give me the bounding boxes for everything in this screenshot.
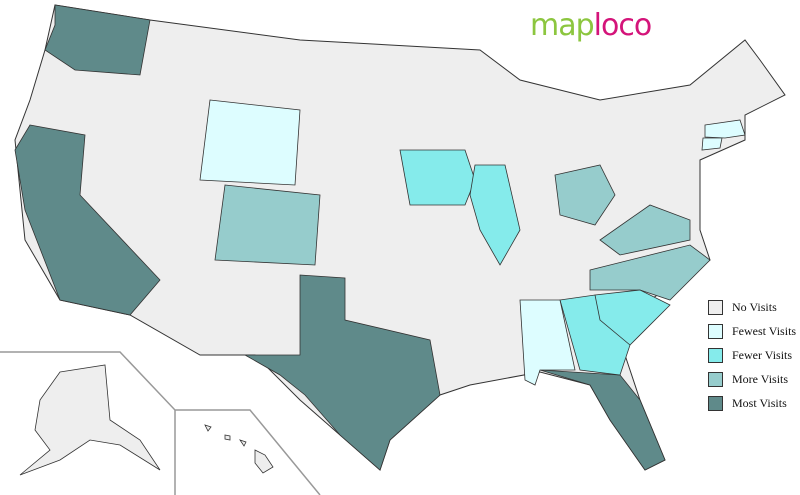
state-virginia [599, 204, 691, 256]
hawaii [204, 424, 274, 474]
legend-label: Fewest Visits [732, 323, 797, 338]
legend-swatch [708, 299, 723, 315]
state-ohio [554, 164, 616, 226]
legend-item: Most Visits [708, 391, 796, 415]
legend-item: More Visits [708, 367, 796, 391]
legend-swatch [708, 395, 723, 411]
legend-item: Fewer Visits [708, 343, 796, 367]
legend-swatch [708, 347, 723, 363]
legend-swatch [708, 323, 723, 339]
legend-label: No Visits [732, 299, 777, 314]
logo-part-loco: loco [593, 8, 653, 43]
legend-swatch [708, 371, 723, 387]
state-california [14, 124, 161, 316]
state-texas [243, 274, 441, 471]
state-connecticut [701, 137, 723, 151]
state-washington [44, 4, 151, 76]
state-georgia [559, 294, 631, 376]
legend-item: Fewest Visits [708, 319, 796, 343]
state-south-carolina [594, 289, 671, 346]
legend-item: No Visits [708, 295, 796, 319]
state-massachusetts [704, 119, 746, 139]
legend-label: More Visits [732, 371, 789, 386]
state-iowa [399, 149, 476, 206]
alaska [19, 364, 161, 476]
logo-part-map: map [530, 8, 595, 43]
maploco-logo: maploco [530, 8, 653, 43]
state-colorado [214, 184, 321, 266]
legend-label: Most Visits [732, 395, 787, 410]
state-florida [539, 369, 666, 471]
state-wyoming [199, 99, 301, 186]
legend-label: Fewer Visits [732, 347, 793, 362]
state-north-carolina [589, 244, 711, 301]
state-illinois [469, 164, 521, 266]
state-alabama [519, 299, 576, 386]
alaska-inset-border [0, 351, 321, 495]
legend: No Visits Fewest Visits Fewer Visits Mor… [708, 295, 796, 415]
